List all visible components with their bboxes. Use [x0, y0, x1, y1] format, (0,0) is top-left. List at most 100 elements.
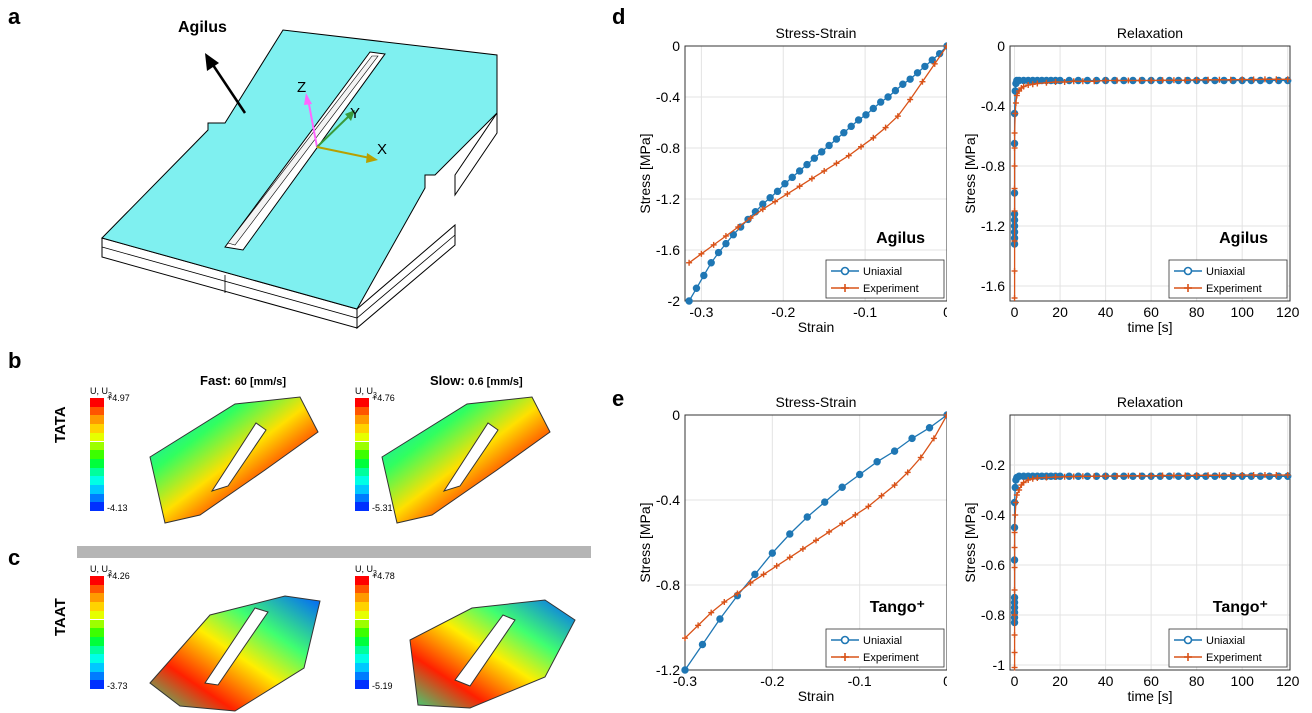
x-axis-label: time [s] — [1127, 688, 1172, 704]
legend-swatch — [355, 502, 369, 512]
data-point — [1025, 477, 1032, 483]
legend-swatch — [90, 576, 104, 585]
legend-entry: Experiment — [1206, 283, 1262, 295]
data-point — [751, 570, 759, 579]
data-point — [768, 549, 777, 557]
data-point — [1091, 78, 1098, 85]
data-point — [1012, 110, 1019, 117]
legend-max: +4.97 — [107, 393, 130, 403]
data-point — [760, 571, 767, 578]
y-tick-label: 0 — [672, 407, 680, 423]
data-point — [796, 183, 803, 190]
data-point — [944, 43, 947, 49]
fea-shape-taat-slow — [409, 599, 576, 709]
data-point — [1211, 76, 1219, 85]
data-point — [1159, 77, 1166, 84]
data-point — [698, 250, 705, 257]
slow-value: 0.6 [mm/s] — [468, 376, 523, 388]
data-point — [747, 215, 754, 222]
data-point — [821, 167, 828, 174]
data-point — [818, 148, 826, 156]
y-tick-label: -0.4 — [656, 89, 680, 105]
data-point — [1261, 76, 1268, 83]
data-point — [1079, 78, 1086, 85]
legend-entry: Uniaxial — [1206, 266, 1245, 278]
x-axis-label: time [s] — [1127, 319, 1172, 335]
data-point — [845, 152, 852, 159]
legend-swatch — [355, 415, 369, 425]
data-point — [1182, 77, 1189, 84]
y-axis-label: Stress [MPa] — [637, 502, 653, 582]
chart-e-relaxation: 0 20 40 60 80 100 120 -1 -0.8 -0.6 -0.4 -0.2 Relaxat… — [962, 394, 1300, 704]
legend-swatch — [355, 458, 369, 468]
data-point — [1256, 472, 1265, 480]
data-point — [759, 206, 766, 213]
x-tick-label: 60 — [1143, 673, 1159, 689]
data-point — [803, 513, 811, 521]
data-point — [1170, 77, 1177, 84]
legend-swatch — [90, 415, 104, 425]
data-point — [894, 113, 901, 120]
data-point — [1056, 76, 1064, 85]
data-point — [1250, 76, 1257, 83]
data-point — [1011, 208, 1018, 214]
data-point — [784, 190, 791, 197]
legend-swatch — [355, 485, 369, 494]
row-separator — [77, 546, 591, 558]
data-point — [878, 492, 885, 499]
data-point — [708, 609, 715, 616]
legend-swatch — [355, 441, 369, 451]
legend-marker — [840, 635, 850, 645]
data-point — [1220, 472, 1228, 480]
legend-title: U, U3 — [355, 386, 377, 399]
chart-title: Relaxation — [1117, 25, 1183, 41]
data-point — [1011, 130, 1018, 136]
x-tick-label: 120 — [1276, 673, 1300, 689]
data-point — [692, 284, 701, 292]
legend-swatch — [90, 584, 104, 594]
plot-frame — [1009, 45, 1291, 302]
panel-label-e: e — [612, 386, 625, 411]
data-point — [1165, 472, 1174, 480]
specimen-right-face-upper — [454, 111, 498, 197]
legend-swatch — [90, 406, 104, 416]
data-point — [1011, 632, 1018, 638]
y-tick-label: -1.6 — [656, 242, 680, 258]
y-tick-label: -0.2 — [981, 457, 1005, 473]
series-line — [1013, 474, 1288, 668]
data-point — [882, 124, 889, 131]
legend-swatch — [355, 663, 369, 672]
legend-swatch — [90, 645, 104, 655]
y-tick-label: -0.4 — [656, 492, 680, 508]
legend-swatch — [90, 654, 104, 663]
data-point — [698, 640, 707, 649]
data-point — [799, 545, 806, 552]
series-line — [1013, 78, 1288, 298]
y-axis-label: Stress [MPa] — [637, 133, 653, 213]
data-point — [1070, 473, 1077, 480]
data-point — [925, 424, 934, 432]
data-point — [808, 175, 815, 182]
legend-marker — [841, 653, 849, 661]
legend-marker — [1183, 635, 1193, 645]
data-point — [1159, 472, 1166, 479]
legend-swatch — [90, 628, 104, 637]
legend-swatch — [355, 432, 369, 442]
data-point — [854, 116, 863, 124]
data-point — [1102, 473, 1109, 479]
legend-swatch — [355, 654, 369, 663]
legend-entry: Experiment — [1206, 652, 1262, 664]
legend-swatch — [355, 593, 369, 603]
data-point — [1011, 163, 1018, 169]
data-point — [721, 599, 728, 605]
data-point — [1113, 77, 1120, 84]
data-point — [1043, 79, 1050, 86]
legend-entry: Experiment — [863, 283, 919, 295]
data-point — [919, 78, 926, 85]
legend-max: +4.26 — [107, 571, 130, 581]
legend-swatch — [90, 467, 104, 477]
data-point — [865, 503, 872, 510]
x-tick-label: 0 — [943, 304, 947, 320]
legend-swatch — [355, 584, 369, 594]
y-tick-label: -1.2 — [656, 191, 680, 207]
